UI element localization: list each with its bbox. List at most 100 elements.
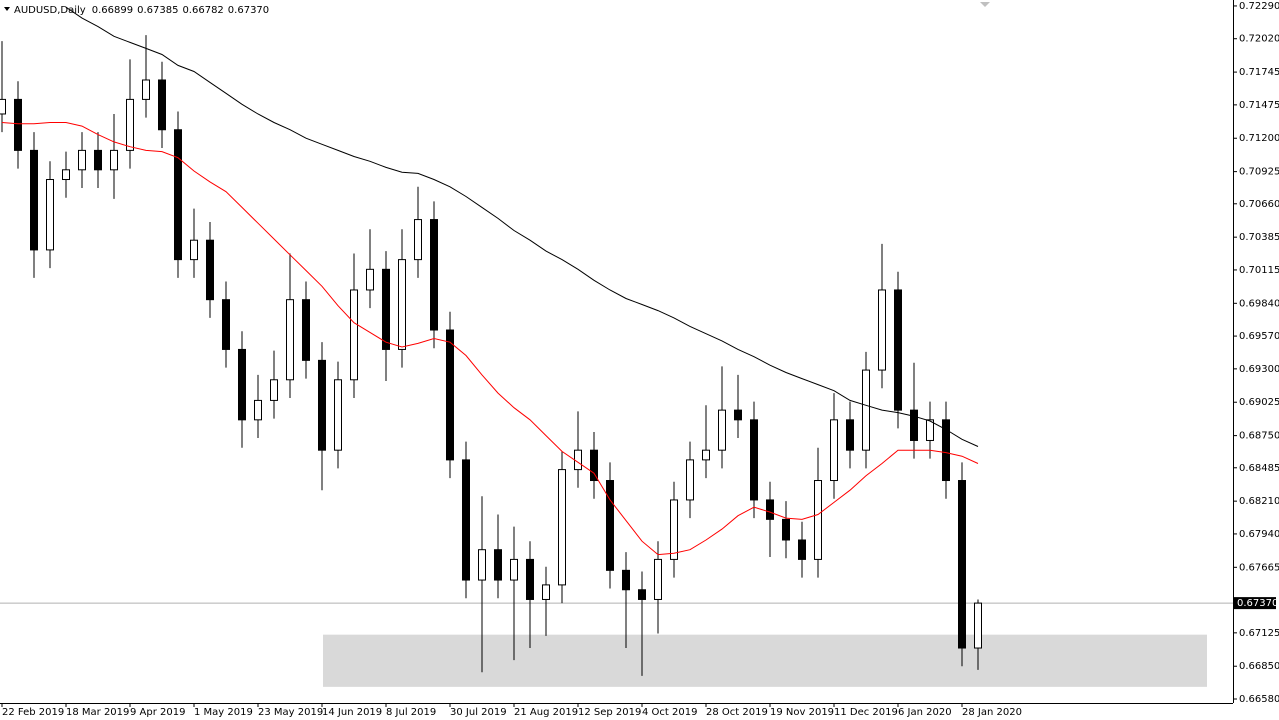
candle-body: [334, 379, 342, 451]
y-tick-label: 0.68750: [1239, 431, 1279, 442]
candle-body: [414, 219, 422, 261]
x-tick-label: 11 Dec 2019: [834, 707, 898, 718]
candle-body: [94, 149, 102, 171]
x-tick-label: 4 Oct 2019: [642, 707, 697, 718]
candle-body: [286, 299, 294, 381]
candle-body: [750, 419, 758, 501]
candle-body: [958, 480, 966, 649]
y-tick-label: 0.67940: [1239, 529, 1279, 540]
candle-body: [110, 149, 118, 171]
x-tick-label: 14 Jun 2019: [322, 707, 382, 718]
candle-body: [590, 449, 598, 482]
candle-body: [494, 549, 502, 581]
shift-marker: [980, 2, 990, 7]
candle-body: [942, 419, 950, 482]
x-tick-label: 28 Oct 2019: [706, 707, 768, 718]
y-tick-label: 0.70115: [1239, 265, 1279, 276]
candle-body: [526, 558, 534, 600]
last-price-label: 0.67370: [1237, 598, 1278, 609]
candle-body: [574, 449, 582, 471]
y-tick-label: 0.70660: [1239, 199, 1279, 210]
support-zone: [323, 634, 1207, 687]
candle-body: [910, 409, 918, 441]
candle-body: [974, 602, 982, 649]
y-tick-label: 0.66850: [1239, 661, 1279, 672]
candle-body: [478, 549, 486, 581]
y-tick-label: 0.69570: [1239, 331, 1279, 342]
quote-close: 0.67370: [228, 5, 269, 16]
candle-body: [350, 289, 358, 381]
x-tick-label: 22 Feb 2019: [2, 707, 64, 718]
y-tick-label: 0.71200: [1239, 133, 1279, 144]
y-tick-label: 0.72020: [1239, 34, 1279, 45]
y-tick-label: 0.70385: [1239, 232, 1279, 243]
candle-body: [718, 409, 726, 451]
candle-body: [686, 459, 694, 501]
candle-body: [254, 399, 262, 421]
candle-body: [734, 409, 742, 421]
x-tick-label: 9 Apr 2019: [130, 707, 185, 718]
candle-body: [846, 419, 854, 451]
candle-body: [638, 589, 646, 600]
y-tick-label: 0.72290: [1239, 1, 1279, 12]
candle-body: [878, 289, 886, 371]
x-tick-label: 12 Sep 2019: [578, 707, 641, 718]
y-tick-label: 0.70925: [1239, 167, 1279, 178]
moving-average: [1, 122, 979, 556]
candle-body: [814, 480, 822, 560]
candle-body: [446, 329, 454, 461]
x-tick-label: 30 Jul 2019: [450, 707, 507, 718]
candle-body: [430, 219, 438, 331]
candle-body: [302, 299, 310, 361]
y-tick-label: 0.69840: [1239, 298, 1279, 309]
y-tick-label: 0.69300: [1239, 364, 1279, 375]
candle-body: [366, 268, 374, 291]
x-tick-label: 28 Jan 2020: [962, 707, 1022, 718]
x-tick-label: 8 Jul 2019: [386, 707, 436, 718]
symbol: AUDUSD,Daily: [14, 5, 86, 16]
candle-body: [318, 359, 326, 451]
candle-body: [654, 558, 662, 600]
moving-average: [65, 6, 979, 447]
candle-body: [174, 129, 182, 261]
plot-area: [0, 6, 1233, 687]
y-tick-label: 0.68210: [1239, 496, 1279, 507]
candle-body: [190, 239, 198, 261]
y-tick-label: 0.71745: [1239, 67, 1279, 78]
candle-body: [926, 419, 934, 441]
quote-open: 0.66899: [92, 5, 133, 16]
candle-body: [398, 259, 406, 350]
candle-body: [670, 499, 678, 560]
y-tick-label: 0.71475: [1239, 100, 1279, 111]
candle-body: [606, 480, 614, 571]
candle-body: [766, 499, 774, 520]
candle-body: [798, 539, 806, 560]
candle-body: [238, 348, 246, 421]
candle-body: [270, 379, 278, 401]
candle-body: [622, 569, 630, 591]
y-tick-label: 0.66580: [1239, 694, 1279, 705]
candle-body: [158, 79, 166, 131]
last-price-box: [1234, 597, 1276, 610]
candle-body: [30, 149, 38, 251]
candle-body: [142, 79, 150, 100]
candle-body: [14, 98, 22, 151]
candle-body: [894, 289, 902, 411]
y-tick-label: 0.68485: [1239, 463, 1279, 474]
x-tick-label: 23 May 2019: [258, 707, 323, 718]
candle-body: [830, 419, 838, 482]
candle-body: [62, 169, 70, 181]
candle-body: [222, 299, 230, 350]
x-tick-label: 19 Nov 2019: [770, 707, 834, 718]
candle-body: [78, 149, 86, 171]
candle-body: [542, 584, 550, 600]
candle-body: [558, 469, 566, 586]
candle-body: [382, 268, 390, 350]
quote-low: 0.66782: [182, 5, 223, 16]
y-tick-label: 0.67665: [1239, 562, 1279, 573]
menu-arrow[interactable]: [4, 7, 10, 11]
y-tick-label: 0.67125: [1239, 628, 1279, 639]
candle-body: [46, 179, 54, 251]
